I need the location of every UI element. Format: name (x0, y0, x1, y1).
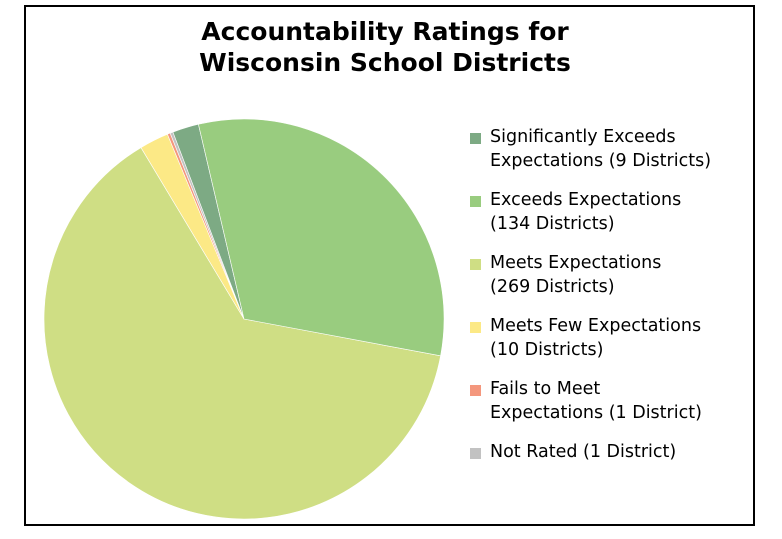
legend-label-3: Meets Few Expectations (10 Districts) (490, 314, 760, 362)
legend-label-4-line-0: Fails to Meet (490, 379, 601, 399)
legend-item-3: Meets Few Expectations (10 Districts) (470, 314, 760, 377)
legend-item-1: Exceeds Expectations (134 Districts) (470, 188, 760, 251)
legend-label-0-line-0: Significantly Exceeds (490, 127, 676, 147)
legend-label-2: Meets Expectations (269 Districts) (490, 251, 760, 299)
legend-swatch-5 (470, 448, 481, 459)
chart-title-line-1: Accountability Ratings for (201, 17, 569, 46)
legend-label-1: Exceeds Expectations (134 Districts) (490, 188, 760, 236)
legend-label-0: Significantly Exceeds Expectations (9 Dis… (490, 125, 760, 173)
legend-label-0-line-1: Expectations (9 Districts) (490, 151, 712, 171)
legend-label-2-line-1: (269 Districts) (490, 277, 615, 297)
legend-swatch-4 (470, 385, 481, 396)
legend: Significantly Exceeds Expectations (9 Dis… (470, 125, 760, 503)
legend-label-5-line-0: Not Rated (1 District) (490, 442, 677, 462)
legend-swatch-0 (470, 133, 481, 144)
legend-label-5: Not Rated (1 District) (490, 440, 760, 464)
legend-label-2-line-0: Meets Expectations (490, 253, 662, 273)
legend-swatch-3 (470, 322, 481, 333)
legend-item-2: Meets Expectations (269 Districts) (470, 251, 760, 314)
legend-label-4: Fails to Meet Expectations (1 District) (490, 377, 760, 425)
legend-swatch-1 (470, 196, 481, 207)
legend-swatch-2 (470, 259, 481, 270)
legend-label-3-line-1: (10 Districts) (490, 340, 604, 360)
chart-title: Accountability Ratings for Wisconsin Sch… (0, 16, 770, 78)
pie-slice-2 (43, 147, 441, 520)
legend-item-4: Fails to Meet Expectations (1 District) (470, 377, 760, 440)
legend-label-4-line-1: Expectations (1 District) (490, 403, 702, 423)
legend-item-0: Significantly Exceeds Expectations (9 Dis… (470, 125, 760, 188)
legend-label-1-line-0: Exceeds Expectations (490, 190, 682, 210)
legend-item-5: Not Rated (1 District) (470, 440, 760, 503)
legend-label-3-line-0: Meets Few Expectations (490, 316, 702, 336)
legend-label-1-line-1: (134 Districts) (490, 214, 615, 234)
pie-slices (43, 118, 445, 520)
chart-title-line-2: Wisconsin School Districts (199, 48, 571, 77)
pie-slice-1 (198, 118, 445, 357)
